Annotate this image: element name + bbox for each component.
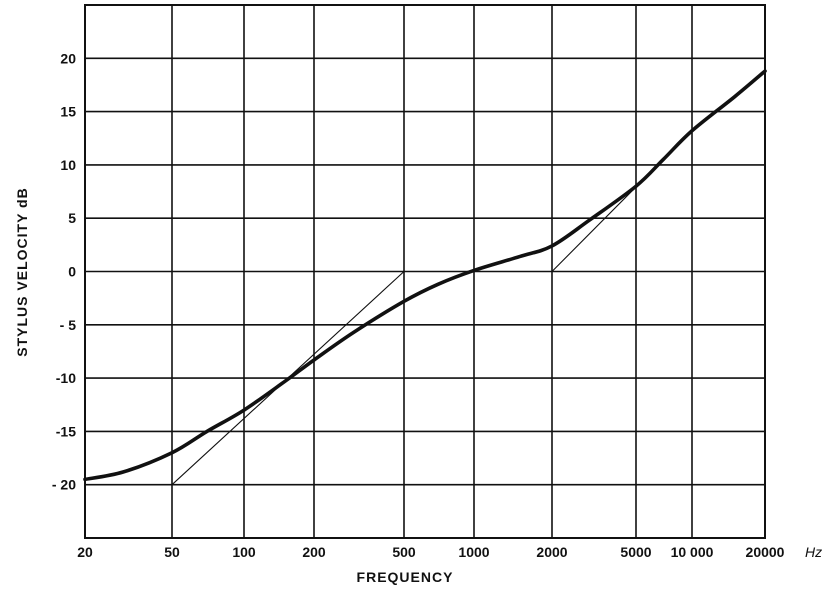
asymptote-line-1 <box>171 270 405 486</box>
y-axis-label: STYLUS VELOCITY dB <box>14 187 30 356</box>
x-tick-label: 10 000 <box>671 544 714 560</box>
y-tick-label: 5 <box>68 210 76 226</box>
y-tick-label: 20 <box>60 50 76 66</box>
data-lines <box>83 69 767 486</box>
x-axis-label: FREQUENCY <box>357 569 454 585</box>
y-tick-label: - 20 <box>52 477 76 493</box>
y-tick-label: 0 <box>68 264 76 280</box>
y-tick-label: - 5 <box>60 317 77 333</box>
response-curve-line <box>83 69 767 482</box>
x-tick-label: 5000 <box>620 544 651 560</box>
tick-labels: 20 50 100 200 500 1000 2000 5000 10 000 200002015… <box>52 50 785 560</box>
y-tick-label: 10 <box>60 157 76 173</box>
x-tick-label: 20 <box>77 544 93 560</box>
grid <box>84 4 766 539</box>
x-tick-label: 100 <box>232 544 256 560</box>
asymptote-line-2 <box>551 159 664 273</box>
y-tick-label: -10 <box>56 370 76 386</box>
x-tick-label: 20000 <box>746 544 785 560</box>
x-tick-label: 50 <box>164 544 180 560</box>
x-tick-label: 500 <box>392 544 416 560</box>
x-tick-label: 2000 <box>536 544 567 560</box>
x-tick-label: 1000 <box>458 544 489 560</box>
x-axis-unit: Hz <box>805 544 822 560</box>
y-tick-label: -15 <box>56 423 76 439</box>
x-tick-label: 200 <box>302 544 326 560</box>
y-tick-label: 15 <box>60 104 76 120</box>
